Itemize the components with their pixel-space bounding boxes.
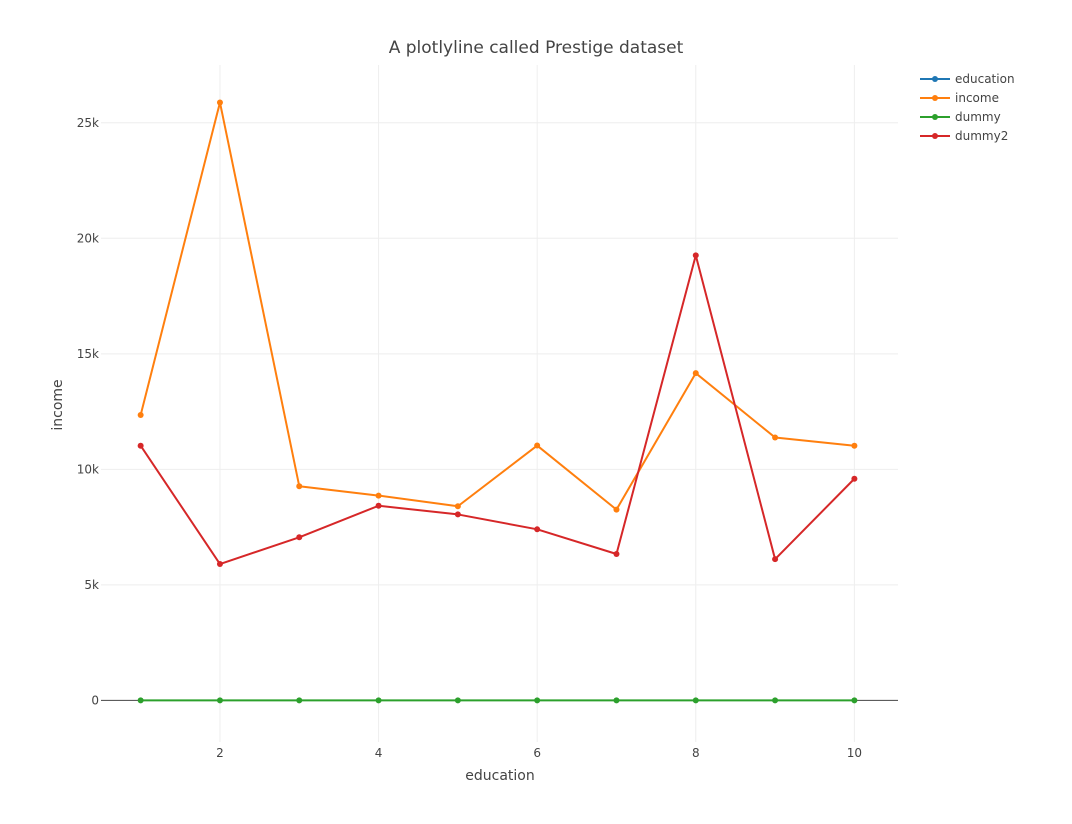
y-tick-label: 5k <box>84 578 99 592</box>
series-layer <box>137 99 858 704</box>
data-point-income[interactable] <box>454 503 461 510</box>
x-axis-ticks: 2 4 6 8 10 <box>216 746 862 760</box>
data-point-dummy[interactable] <box>454 697 461 704</box>
y-tick-label: 20k <box>77 231 99 245</box>
data-point-income[interactable] <box>534 442 541 449</box>
data-point-dummy2[interactable] <box>454 511 461 518</box>
data-point-dummy[interactable] <box>851 697 858 704</box>
series-dummy2 <box>137 252 858 568</box>
data-point-dummy[interactable] <box>375 697 382 704</box>
legend-swatch-marker <box>932 95 938 101</box>
series-dummy <box>137 697 858 704</box>
x-tick-label: 6 <box>533 746 541 760</box>
data-point-dummy2[interactable] <box>692 252 699 259</box>
legend-swatch-marker <box>932 76 938 82</box>
x-tick-label: 8 <box>692 746 700 760</box>
legend-item-dummy[interactable]: dummy <box>920 110 1001 124</box>
data-point-dummy2[interactable] <box>216 561 223 568</box>
y-axis-title: income <box>50 379 66 430</box>
data-point-dummy[interactable] <box>216 697 223 704</box>
data-point-dummy2[interactable] <box>137 442 144 449</box>
y-tick-label: 0 <box>91 693 99 707</box>
data-point-dummy2[interactable] <box>772 556 779 563</box>
legend-label: dummy2 <box>955 129 1008 143</box>
x-axis-title: education <box>465 768 534 784</box>
data-point-dummy[interactable] <box>613 697 620 704</box>
legend-swatch-marker <box>932 114 938 120</box>
data-point-income[interactable] <box>296 483 303 490</box>
data-point-dummy[interactable] <box>296 697 303 704</box>
chart-title: A plotlyline called Prestige dataset <box>389 38 684 58</box>
data-point-income[interactable] <box>375 492 382 499</box>
x-tick-label: 2 <box>216 746 224 760</box>
y-tick-label: 15k <box>77 347 99 361</box>
gridlines <box>101 65 898 742</box>
data-point-income[interactable] <box>692 370 699 377</box>
series-line-dummy2 <box>139 254 856 566</box>
legend-item-income[interactable]: income <box>920 91 999 105</box>
data-point-dummy2[interactable] <box>613 551 620 558</box>
legend[interactable]: education income dummy dummy2 <box>920 72 1015 143</box>
data-point-dummy2[interactable] <box>375 502 382 509</box>
data-point-income[interactable] <box>851 442 858 449</box>
data-point-dummy2[interactable] <box>296 534 303 541</box>
y-axis-ticks: 0 5k 10k 15k 20k 25k <box>77 116 99 708</box>
data-point-income[interactable] <box>137 412 144 419</box>
legend-label: dummy <box>955 110 1001 124</box>
data-point-dummy[interactable] <box>534 697 541 704</box>
data-point-income[interactable] <box>216 99 223 106</box>
legend-label: education <box>955 72 1015 86</box>
data-point-dummy[interactable] <box>692 697 699 704</box>
data-point-income[interactable] <box>772 434 779 441</box>
x-tick-label: 4 <box>375 746 383 760</box>
legend-item-dummy2[interactable]: dummy2 <box>920 129 1008 143</box>
data-point-dummy[interactable] <box>772 697 779 704</box>
data-point-dummy2[interactable] <box>851 475 858 482</box>
y-tick-label: 10k <box>77 462 99 476</box>
data-point-dummy2[interactable] <box>534 526 541 533</box>
x-tick-label: 10 <box>847 746 862 760</box>
legend-item-education[interactable]: education <box>920 72 1015 86</box>
legend-swatch-marker <box>932 133 938 139</box>
data-point-income[interactable] <box>613 506 620 513</box>
legend-label: income <box>955 91 999 105</box>
y-tick-label: 25k <box>77 116 99 130</box>
data-point-dummy[interactable] <box>137 697 144 704</box>
